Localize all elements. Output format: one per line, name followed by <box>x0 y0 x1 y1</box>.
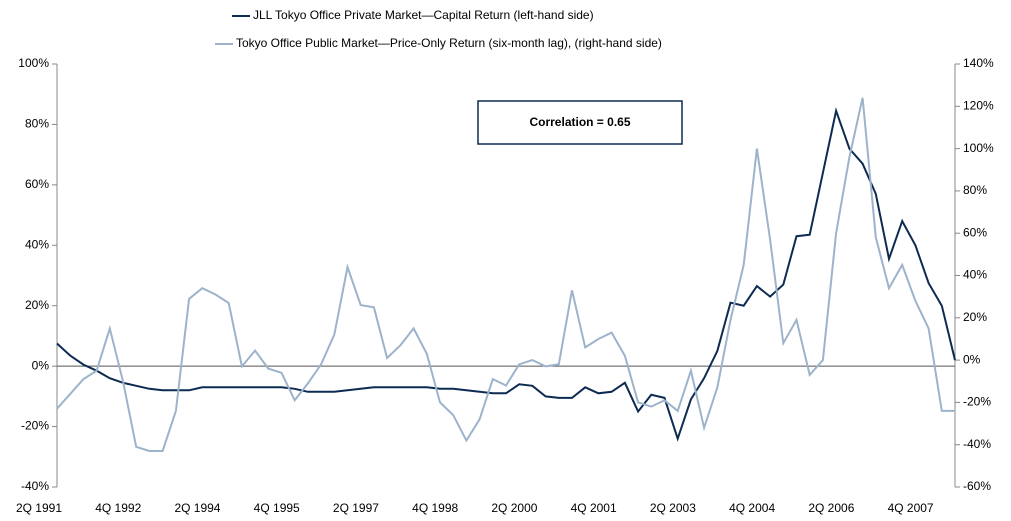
y-tick-label: 0% <box>32 358 50 372</box>
series-line <box>56 97 955 452</box>
series-line <box>56 107 956 442</box>
x-tick-label: 2Q 2003 <box>650 501 696 515</box>
y-tick-label: -40% <box>21 479 49 493</box>
x-tick-label: 2Q 1994 <box>174 501 220 515</box>
y-tick-label: -20% <box>21 419 49 433</box>
x-tick-label: 2Q 2000 <box>491 501 537 515</box>
y-tick-label: 80% <box>25 117 49 131</box>
x-tick-label: 2Q 2006 <box>808 501 854 515</box>
x-tick-label: 4Q 2004 <box>729 501 775 515</box>
y2-tick-label: -20% <box>963 395 991 409</box>
x-tick-label: 4Q 1998 <box>412 501 458 515</box>
annotation-box <box>477 100 683 145</box>
annotation: Correlation = 0.65 <box>529 115 630 129</box>
y2-tick-label: -40% <box>963 437 991 451</box>
y-tick-label: 100% <box>18 56 49 70</box>
x-tick-label: 4Q 1992 <box>95 501 141 515</box>
y2-tick-label: 20% <box>963 310 987 324</box>
x-tick-label: 2Q 1991 <box>16 501 62 515</box>
y2-tick-label: 120% <box>963 98 994 112</box>
y2-tick-label: 100% <box>963 141 994 155</box>
x-tick-label: 4Q 2001 <box>571 501 617 515</box>
x-tick-label: 2Q 1997 <box>333 501 379 515</box>
y2-tick-label: -60% <box>963 479 991 493</box>
y-tick-label: 60% <box>25 177 49 191</box>
legend-label: Tokyo Office Public Market—Price-Only Re… <box>236 36 662 50</box>
y2-tick-label: 80% <box>963 183 987 197</box>
y2-tick-label: 140% <box>963 56 994 70</box>
y2-tick-label: 60% <box>963 225 987 239</box>
y2-tick-label: 0% <box>963 352 981 366</box>
x-tick-label: 4Q 2007 <box>888 501 934 515</box>
x-tick-label: 4Q 1995 <box>254 501 300 515</box>
y-tick-label: 20% <box>25 298 49 312</box>
legend-label: JLL Tokyo Office Private Market—Capital … <box>253 8 594 22</box>
y2-tick-label: 40% <box>963 268 987 282</box>
y-tick-label: 40% <box>25 237 49 251</box>
